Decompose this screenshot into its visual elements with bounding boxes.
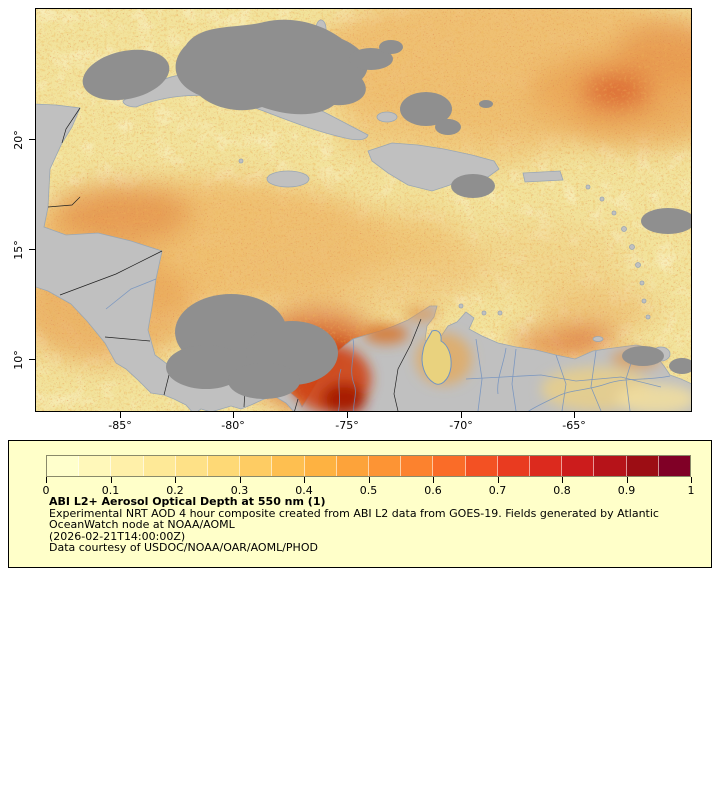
x-axis-tick-label: -65° [562,419,586,432]
colorbar-segment [111,456,144,476]
x-axis-tick-label: -75° [335,419,359,432]
x-axis-tick-label: -85° [108,419,132,432]
rivers-layer [105,278,671,411]
colorbar-segment [530,456,563,476]
colorbar-segment [658,456,691,476]
x-axis-tick [233,412,234,418]
lake-maracaibo [421,330,452,385]
colorbar-segment [433,456,466,476]
colorbar-tick-label: 0.2 [166,484,184,497]
colorbar-tick [304,477,305,483]
legend-timestamp: (2026-02-21T14:00:00Z) [49,529,186,543]
colorbar-tick-label: 0.1 [101,484,120,497]
y-axis-tick [29,249,35,250]
colorbar-tick-label: 0 [42,484,50,497]
x-axis-tick [347,412,348,418]
hispaniola [367,142,500,192]
x-axis-tick [574,412,575,418]
x-axis-tick-label: -70° [449,419,473,432]
colorbar-tick-label: 0.6 [424,484,442,497]
colorbar-tick-label: 0.9 [617,484,636,497]
legend-description-line-2: OceanWatch node at NOAA/AOML [49,518,235,532]
colorbar-tick [239,477,241,483]
colorbar-segment [143,456,176,476]
colorbar-tick [691,477,692,483]
colorbar-segment [240,456,273,476]
jamaica [266,170,310,188]
colorbar-segment [465,456,498,476]
colorbar-tick-label: 1 [687,484,695,497]
colorbar-tick-label: 0.5 [359,484,378,497]
legend-panel: 0 0.1 0.2 0.3 0.4 0.5 0.6 0.7 0.8 0.9 1 … [8,440,712,568]
colorbar-tick-label: 0.7 [488,484,507,497]
colorbar-segment [562,456,595,476]
puerto-rico [522,170,564,183]
aod-map-image [36,9,691,411]
colorbar-segment [594,456,627,476]
colorbar-tick [562,477,563,483]
colorbar [46,455,691,477]
x-axis-tick [120,412,121,418]
legend-description-line-1: Experimental NRT AOD 4 hour composite cr… [49,506,659,520]
colorbar-segment [272,456,305,476]
colorbar-tick [497,477,499,483]
y-axis-tick-label: 10° [12,350,25,370]
colorbar-segment [369,456,402,476]
colorbar-tick [46,477,47,483]
legend-title: ABI L2+ Aerosol Optical Depth at 550 nm … [49,495,326,508]
x-axis-tick [461,412,462,418]
colorbar-segment [208,456,241,476]
map-frame [35,8,692,412]
colorbar-tick [626,477,628,483]
colorbar-segment [626,456,659,476]
colorbar-tick-label: 0.8 [553,484,571,497]
colorbar-segment [336,456,370,476]
colorbar-segment [401,456,434,476]
y-axis-tick-label: 20° [12,130,25,150]
colorbar-tick-label: 0.4 [295,484,313,497]
colorbar-tick [433,477,434,483]
colorbar-tick [110,477,112,483]
y-axis-tick-label: 15° [12,240,25,260]
y-axis-tick [29,359,35,360]
colorbar-segment [497,456,531,476]
legend-caption: ABI L2+ Aerosol Optical Depth at 550 nm … [49,496,659,554]
missing-data-layer [82,19,691,399]
colorbar-tick-label: 0.3 [230,484,249,497]
x-axis-tick-label: -80° [221,419,245,432]
colorbar-segment [47,456,80,476]
legend-data-courtesy: Data courtesy of USDOC/NOAA/OAR/AOML/PHO… [49,541,318,555]
colorbar-tick [368,477,370,483]
colorbar-segment [304,456,337,476]
country-borders-layer [47,107,422,411]
colorbar-segment [79,456,112,476]
margarita [592,336,604,342]
colorbar-segment [175,456,209,476]
y-axis-tick [29,139,35,140]
colorbar-tick [175,477,176,483]
